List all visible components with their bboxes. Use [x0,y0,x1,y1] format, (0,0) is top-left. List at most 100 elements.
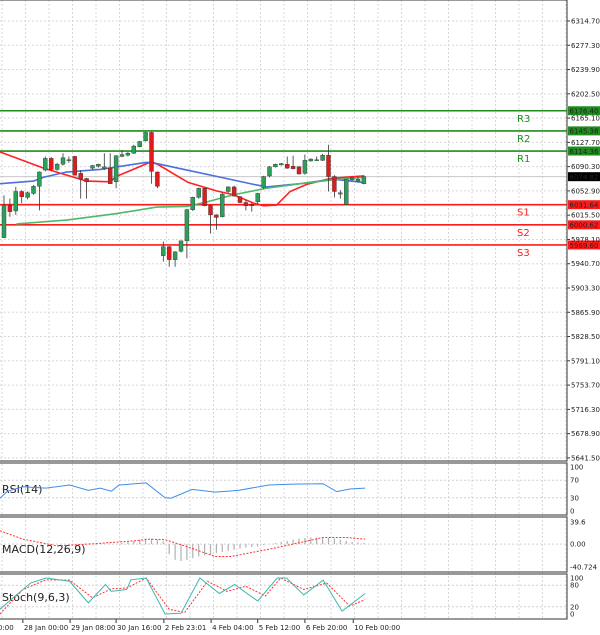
candle-body [131,145,137,154]
candle-body [19,191,24,197]
candle [119,149,125,158]
rsi-axis-label: 30 [570,494,579,502]
candle-body [178,240,184,252]
candle-body [155,171,160,187]
candle-body [13,191,19,212]
candle-body [78,173,83,180]
candle-body [60,157,66,165]
rsi-title: RSI(14) [2,483,42,496]
level-name-r1: R1 [517,154,530,165]
candle [66,156,72,163]
level-price-label-r2: 6145.38 [570,128,599,136]
candle [308,158,313,162]
candle [190,196,196,211]
candle [37,171,42,211]
candle [172,251,178,267]
candle [344,178,349,206]
level-price-tag-r3 [568,106,600,116]
candle [43,156,48,172]
candle-body [107,167,113,184]
candle-body [119,154,125,157]
time-axis-label: 4 Feb 04:00 [212,624,253,632]
candle [279,162,284,166]
candle-body [37,171,42,187]
level-name-s1: S1 [517,208,530,219]
candle-body [273,164,278,168]
price-axis-label: 6239.90 [571,66,600,74]
candle-body [320,154,325,161]
time-axis-label: 28 Jan 00:00 [24,624,68,632]
candle-body [125,153,131,156]
candle [72,155,78,176]
candle-body [308,158,313,162]
rsi-panel[interactable]: RSI(14) 100 70 30 0 [0,464,583,516]
macd-axis-label: 39.6 [570,519,586,527]
panel-frames [0,0,568,620]
candle [184,209,190,259]
candle-body [243,202,249,206]
candle [225,186,231,193]
candle [137,140,142,148]
candle-body [202,188,207,206]
candle [261,175,266,189]
time-axis-label: 5 Feb 12:00 [259,624,300,632]
price-axis-label: 6052.90 [571,187,600,195]
candle [84,177,89,199]
candle-body [214,214,219,218]
time-axis-label: 29 Jan 08:00 [71,624,115,632]
candle [296,166,302,175]
candle-body [349,177,355,181]
price-axis-label: 5865.90 [571,309,600,317]
candle-body [25,192,30,198]
price-axis-label: 5828.50 [571,333,600,341]
stoch-axis-label: 80 [570,582,579,590]
moving-average-fast [0,151,364,207]
candle-body [220,193,225,218]
candle-body [296,166,302,175]
candle-body [267,166,272,177]
candle [113,155,119,189]
candle [166,246,172,267]
price-axis-label: 5753.70 [571,382,600,390]
grid [0,0,567,619]
candle-body [161,246,166,256]
time-axis: 0:00 28 Jan 00:00 29 Jan 08:00 30 Jan 16:00… [0,619,400,632]
candle-body [184,209,190,242]
level-price-label-s3: 5969.60 [570,242,599,250]
price-axis-label: 5716.30 [571,406,600,414]
candle-body [225,186,231,192]
candle-body [143,132,148,142]
candle [214,214,219,230]
candle [361,175,367,185]
candle-body [96,164,101,167]
level-price-tag-r2 [568,126,600,136]
candle [202,187,207,207]
moving-averages [0,151,364,225]
candle [273,163,278,168]
macd-panel[interactable]: MACD(12,26,9) 39.6 0.00 -40.724 [0,519,598,572]
price-axis-label: 5678.90 [571,430,600,438]
candle-body [90,165,95,169]
candle [131,144,137,154]
candle [255,192,260,204]
price-axis-label: 6277.30 [571,42,600,50]
candle [78,170,83,199]
candle-body [149,132,154,172]
level-price-tag-s3 [568,240,600,250]
candle-body [290,165,296,169]
level-price-label-r1: 6114.36 [570,148,599,156]
price-axis-label: 6314.70 [571,18,600,26]
candle-body [1,204,7,238]
candle-body [43,158,48,171]
main-panel-frame [0,0,568,462]
candle [155,171,160,189]
candle-body [49,158,54,170]
candle [243,199,249,211]
candle [1,195,7,239]
price-axis-label: 5641.50 [571,454,600,462]
candle [237,196,243,204]
price-axis-label: 6202.50 [571,90,600,98]
candle-body [361,176,367,184]
